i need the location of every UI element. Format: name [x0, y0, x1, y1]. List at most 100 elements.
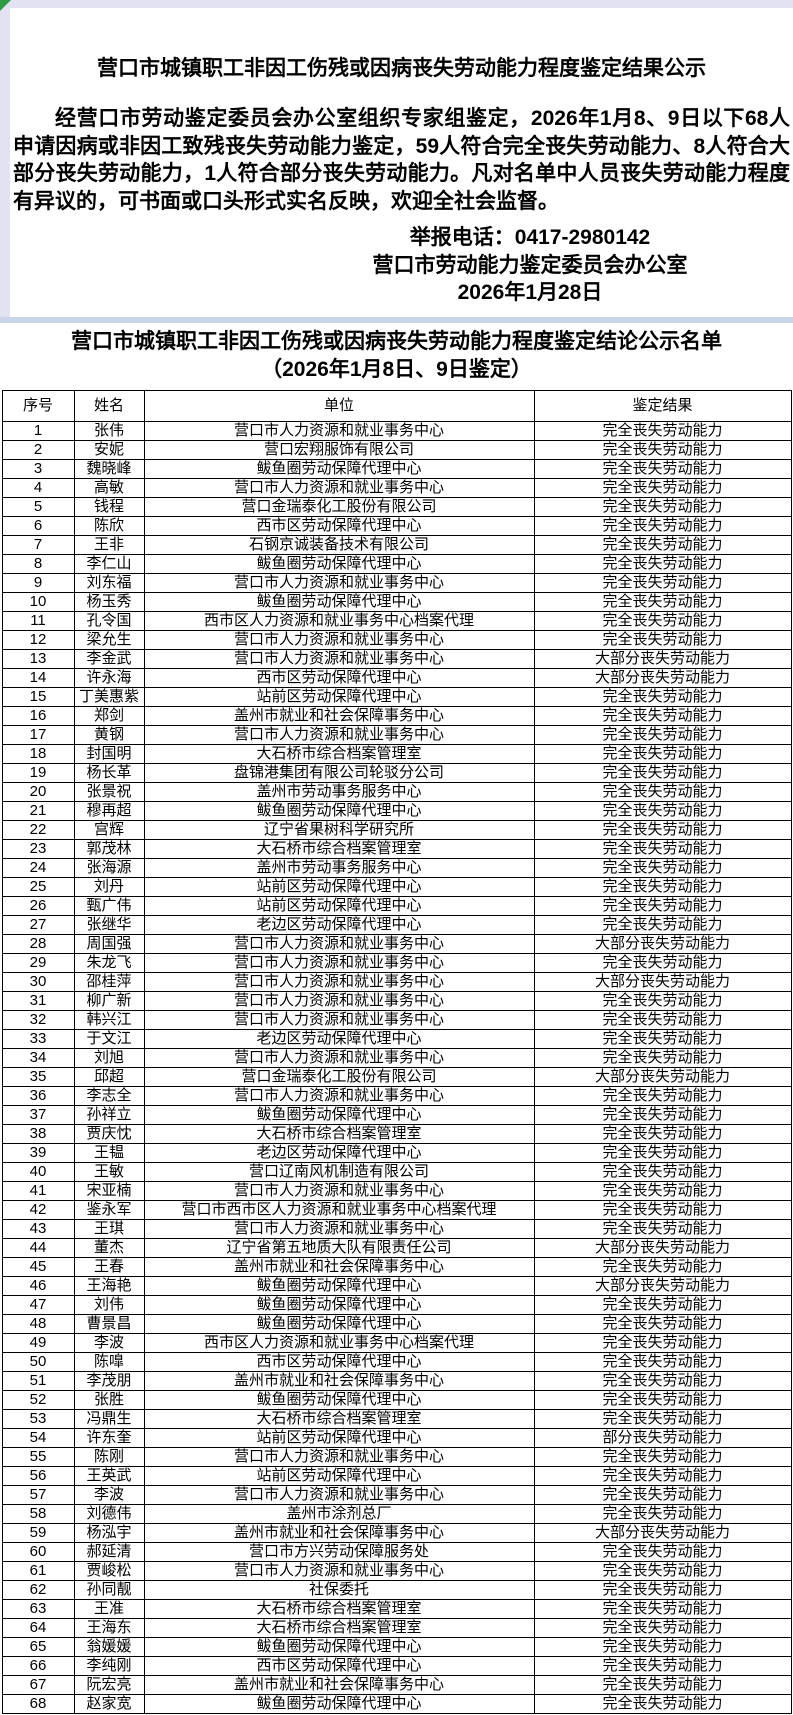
employer-unit: 盖州市就业和社会保障事务中心 — [143, 706, 535, 726]
assessment-result: 完全丧失劳动能力 — [533, 478, 792, 498]
employer-unit: 大石桥市综合档案管理室 — [143, 1124, 535, 1144]
employer-unit: 鲅鱼圈劳动保障代理中心 — [143, 1276, 535, 1296]
table-row: 54 许东奎 站前区劳动保障代理中心 部分丧失劳动能力 — [1, 1428, 792, 1448]
person-name: 梁允生 — [73, 630, 145, 650]
row-index: 46 — [1, 1276, 75, 1296]
person-name: 李金武 — [73, 649, 145, 669]
assessment-result: 完全丧失劳动能力 — [533, 763, 792, 783]
assessment-result: 完全丧失劳动能力 — [533, 820, 792, 840]
row-index: 57 — [1, 1485, 75, 1505]
row-index: 10 — [1, 592, 75, 612]
row-index: 41 — [1, 1181, 75, 1201]
employer-unit: 营口金瑞泰化工股份有限公司 — [143, 1067, 535, 1087]
person-name: 郑剑 — [73, 706, 145, 726]
row-index: 11 — [1, 611, 75, 631]
table-row: 43 王琪 营口市人力资源和就业事务中心 完全丧失劳动能力 — [1, 1219, 792, 1239]
assessment-result: 完全丧失劳动能力 — [533, 1029, 792, 1049]
row-index: 56 — [1, 1466, 75, 1486]
table-row: 58 刘德伟 盖州市涂剂总厂 完全丧失劳动能力 — [1, 1504, 792, 1524]
person-name: 鉴永军 — [73, 1200, 145, 1220]
results-table-body: 1 张伟 营口市人力资源和就业事务中心 完全丧失劳动能力 2 安妮 营口宏翔服饰有限公司 完全… — [1, 421, 792, 1714]
person-name: 杨玉秀 — [73, 592, 145, 612]
person-name: 丁美惠紫 — [73, 687, 145, 707]
row-index: 16 — [1, 706, 75, 726]
employer-unit: 大石桥市综合档案管理室 — [143, 1409, 535, 1429]
row-index: 54 — [1, 1428, 75, 1448]
employer-unit: 老边区劳动保障代理中心 — [143, 1029, 535, 1049]
row-index: 7 — [1, 535, 75, 555]
assessment-result: 完全丧失劳动能力 — [533, 896, 792, 916]
assessment-result: 完全丧失劳动能力 — [533, 687, 792, 707]
table-row: 56 王英武 站前区劳动保障代理中心 完全丧失劳动能力 — [1, 1466, 792, 1486]
row-index: 30 — [1, 972, 75, 992]
column-header-name: 姓名 — [73, 390, 145, 422]
person-name: 刘丹 — [73, 877, 145, 897]
person-name: 孙祥立 — [73, 1105, 145, 1125]
assessment-result: 完全丧失劳动能力 — [533, 991, 792, 1011]
table-row: 1 张伟 营口市人力资源和就业事务中心 完全丧失劳动能力 — [1, 421, 792, 441]
employer-unit: 石钢京诚装备技术有限公司 — [143, 535, 535, 555]
person-name: 柳广新 — [73, 991, 145, 1011]
employer-unit: 站前区劳动保障代理中心 — [143, 896, 535, 916]
result-list-section: 营口市城镇职工非因工伤残或因病丧失劳动能力程度鉴定结论公示名单 （2026年1月… — [0, 323, 793, 1715]
announcement-title: 营口市城镇职工非因工伤残或因病丧失劳动能力程度鉴定结果公示 — [97, 57, 706, 80]
table-row: 17 黄钢 营口市人力资源和就业事务中心 完全丧失劳动能力 — [1, 725, 792, 745]
assessment-result: 完全丧失劳动能力 — [533, 440, 792, 460]
table-row: 7 王非 石钢京诚装备技术有限公司 完全丧失劳动能力 — [1, 535, 792, 555]
row-index: 31 — [1, 991, 75, 1011]
row-index: 8 — [1, 554, 75, 574]
person-name: 于文江 — [73, 1029, 145, 1049]
person-name: 翁媛媛 — [73, 1637, 145, 1657]
employer-unit: 营口市人力资源和就业事务中心 — [143, 1219, 535, 1239]
table-row: 48 曹景昌 鲅鱼圈劳动保障代理中心 完全丧失劳动能力 — [1, 1314, 792, 1334]
assessment-result: 完全丧失劳动能力 — [533, 1675, 792, 1695]
table-row: 18 封国明 大石桥市综合档案管理室 完全丧失劳动能力 — [1, 744, 792, 764]
assessment-result: 完全丧失劳动能力 — [533, 1219, 792, 1239]
employer-unit: 营口市西市区人力资源和就业事务中心档案代理 — [143, 1200, 535, 1220]
table-row: 65 翁媛媛 鲅鱼圈劳动保障代理中心 完全丧失劳动能力 — [1, 1637, 792, 1657]
employer-unit: 鲅鱼圈劳动保障代理中心 — [143, 1314, 535, 1334]
assessment-result: 完全丧失劳动能力 — [533, 1143, 792, 1163]
person-name: 王琪 — [73, 1219, 145, 1239]
person-name: 王韫 — [73, 1143, 145, 1163]
assessment-result: 完全丧失劳动能力 — [533, 611, 792, 631]
person-name: 张景祝 — [73, 782, 145, 802]
person-name: 贾峻松 — [73, 1561, 145, 1581]
employer-unit: 鲅鱼圈劳动保障代理中心 — [143, 801, 535, 821]
row-index: 42 — [1, 1200, 75, 1220]
assessment-result: 完全丧失劳动能力 — [533, 782, 792, 802]
table-row: 31 柳广新 营口市人力资源和就业事务中心 完全丧失劳动能力 — [1, 991, 792, 1011]
employer-unit: 营口市人力资源和就业事务中心 — [143, 421, 535, 441]
assessment-result: 完全丧失劳动能力 — [533, 1542, 792, 1562]
person-name: 王海东 — [73, 1618, 145, 1638]
employer-unit: 站前区劳动保障代理中心 — [143, 687, 535, 707]
assessment-result: 完全丧失劳动能力 — [533, 1124, 792, 1144]
person-name: 王非 — [73, 535, 145, 555]
table-row: 61 贾峻松 营口市人力资源和就业事务中心 完全丧失劳动能力 — [1, 1561, 792, 1581]
person-name: 李纯刚 — [73, 1656, 145, 1676]
column-header-result: 鉴定结果 — [533, 390, 792, 422]
table-row: 14 许永海 西市区劳动保障代理中心 大部分丧失劳动能力 — [1, 668, 792, 688]
announcement-signature-block: 举报电话：0417-2980142 营口市劳动能力鉴定委员会办公室 2026年1… — [320, 224, 740, 307]
person-name: 张胜 — [73, 1390, 145, 1410]
employer-unit: 大石桥市综合档案管理室 — [143, 744, 535, 764]
row-index: 47 — [1, 1295, 75, 1315]
row-index: 34 — [1, 1048, 75, 1068]
assessment-result: 完全丧失劳动能力 — [533, 516, 792, 536]
table-row: 57 李波 营口市人力资源和就业事务中心 完全丧失劳动能力 — [1, 1485, 792, 1505]
person-name: 李波 — [73, 1485, 145, 1505]
employer-unit: 辽宁省第五地质大队有限责任公司 — [143, 1238, 535, 1258]
table-row: 66 李纯刚 西市区劳动保障代理中心 完全丧失劳动能力 — [1, 1656, 792, 1676]
employer-unit: 站前区劳动保障代理中心 — [143, 877, 535, 897]
table-row: 28 周国强 营口市人力资源和就业事务中心 大部分丧失劳动能力 — [1, 934, 792, 954]
row-index: 51 — [1, 1371, 75, 1391]
employer-unit: 营口市人力资源和就业事务中心 — [143, 478, 535, 498]
person-name: 孔令国 — [73, 611, 145, 631]
employer-unit: 西市区劳动保障代理中心 — [143, 1656, 535, 1676]
employer-unit: 鲅鱼圈劳动保障代理中心 — [143, 1390, 535, 1410]
table-row: 52 张胜 鲅鱼圈劳动保障代理中心 完全丧失劳动能力 — [1, 1390, 792, 1410]
person-name: 董杰 — [73, 1238, 145, 1258]
employer-unit: 盖州市劳动事务服务中心 — [143, 858, 535, 878]
table-row: 45 王春 盖州市就业和社会保障事务中心 完全丧失劳动能力 — [1, 1257, 792, 1277]
